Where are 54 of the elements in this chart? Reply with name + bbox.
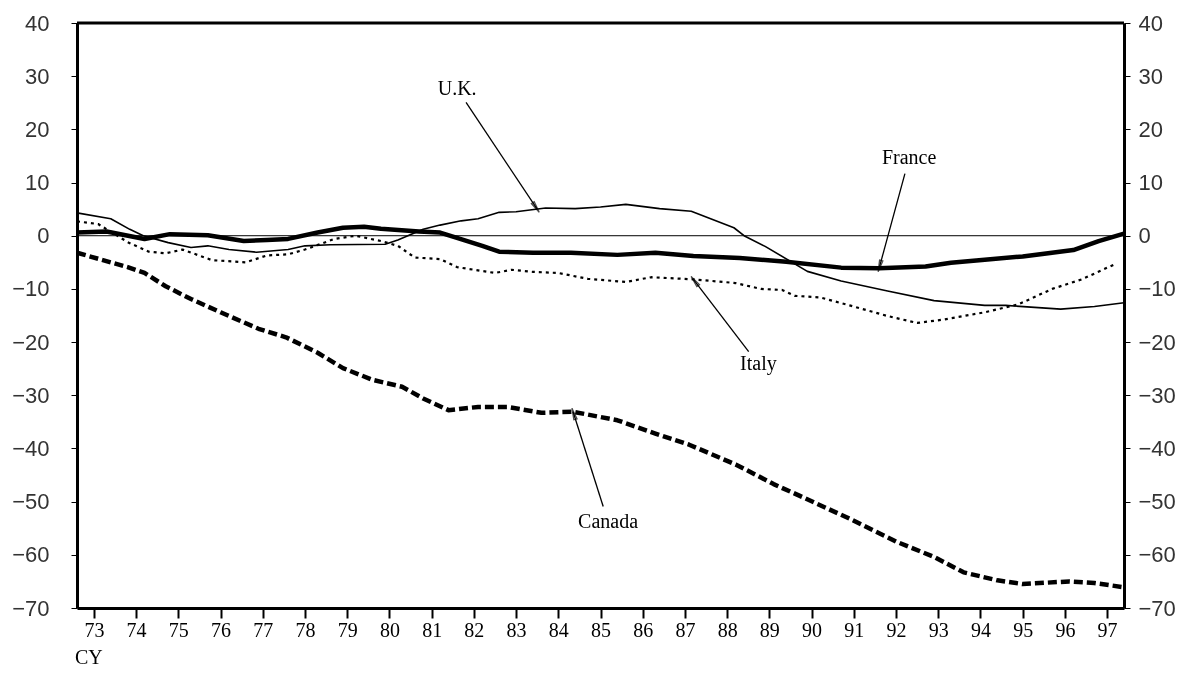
- y-tick-label: 20: [25, 116, 50, 142]
- y2-tick-label: −40: [1138, 435, 1176, 461]
- x-tick-label: 94: [970, 618, 991, 641]
- x-tick-label: 74: [126, 618, 147, 641]
- y-tick-label: −50: [12, 489, 50, 515]
- x-tick-label: 89: [759, 618, 780, 641]
- x-tick-label: 84: [548, 618, 569, 641]
- x-tick-label: 97: [1097, 618, 1118, 641]
- x-tick-label: 93: [928, 618, 949, 641]
- x-tick-label: 81: [422, 618, 443, 641]
- x-tick-label: 75: [168, 618, 189, 641]
- y-tick-label: −60: [12, 542, 50, 568]
- y-tick-label: −40: [12, 435, 50, 461]
- y2-tick-label: 0: [1138, 223, 1151, 249]
- y2-tick-label: −60: [1138, 542, 1176, 568]
- x-tick-label: 90: [802, 618, 823, 641]
- y-tick-label: 30: [25, 63, 50, 89]
- x-tick-label: 78: [295, 618, 316, 641]
- y2-tick-label: −10: [1138, 276, 1176, 302]
- y-tick-label: −70: [12, 595, 50, 621]
- annotation: Italy: [740, 352, 777, 376]
- y-tick-label: −10: [12, 276, 50, 302]
- y2-tick-label: −70: [1138, 595, 1176, 621]
- y2-tick-label: −20: [1138, 329, 1176, 355]
- x-tick-label: 95: [1013, 618, 1034, 641]
- y-tick-label: 40: [25, 10, 50, 36]
- x-tick-label: 77: [253, 618, 274, 641]
- annotation: U.K.: [437, 77, 477, 100]
- y-tick-label: 0: [37, 223, 50, 249]
- x-tick-label: 80: [379, 618, 400, 641]
- x-tick-label: 86: [633, 618, 654, 641]
- x-tick-label: 83: [506, 618, 527, 641]
- x-tick-label: 91: [844, 618, 865, 641]
- x-tick-label: 87: [675, 618, 696, 641]
- x-axis-title: CY: [75, 646, 103, 668]
- y2-tick-label: 20: [1138, 116, 1163, 142]
- y2-tick-label: 30: [1138, 63, 1163, 89]
- y2-tick-label: 40: [1138, 10, 1163, 36]
- x-tick-label: 82: [464, 618, 485, 641]
- y2-tick-label: −30: [1138, 382, 1176, 408]
- x-tick-label: 85: [591, 618, 611, 641]
- x-tick-label: 88: [717, 618, 738, 641]
- y-tick-label: −30: [12, 382, 50, 408]
- x-tick-label: 96: [1055, 618, 1076, 641]
- y2-tick-label: −50: [1138, 489, 1176, 515]
- x-tick-label: 79: [337, 618, 358, 641]
- x-tick-label: 92: [886, 618, 907, 641]
- y-tick-label: 10: [25, 170, 50, 196]
- x-tick-label: 76: [211, 618, 232, 641]
- y-tick-label: −20: [12, 329, 50, 355]
- annotation: France: [881, 146, 937, 169]
- x-tick-label: 73: [84, 618, 105, 641]
- y2-tick-label: 10: [1138, 170, 1163, 196]
- annotation: Canada: [578, 509, 639, 532]
